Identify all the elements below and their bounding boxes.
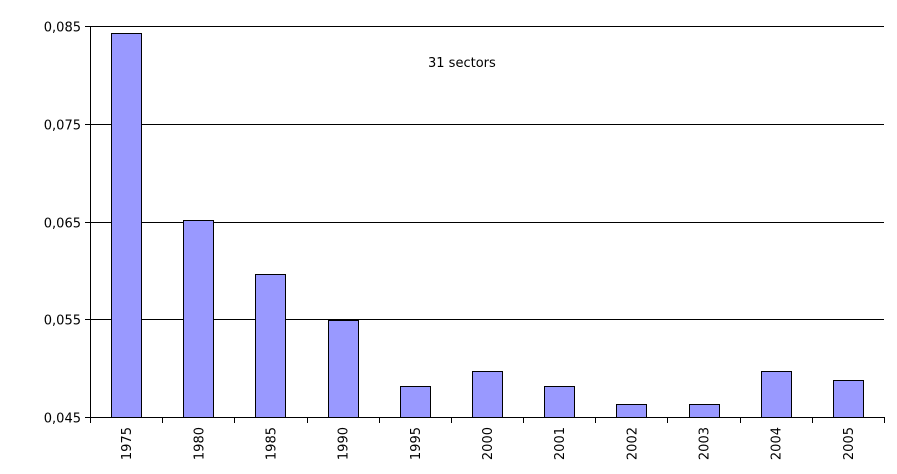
bar-1995 xyxy=(400,386,431,418)
x-tick-label-2000: 2000 xyxy=(481,427,496,460)
bar-2003 xyxy=(689,404,720,418)
y-tick-label: 0,085 xyxy=(44,21,81,36)
bar-1990 xyxy=(328,320,359,418)
gridlines xyxy=(90,26,884,320)
bar-1975 xyxy=(111,33,142,418)
x-tick-label-2003: 2003 xyxy=(698,427,713,460)
bar-2005 xyxy=(833,380,864,418)
bar-1980 xyxy=(183,220,214,418)
x-tick-label-1980: 1980 xyxy=(192,427,207,460)
x-tick-label-2005: 2005 xyxy=(842,427,857,460)
x-tick-label-1995: 1995 xyxy=(409,427,424,460)
bars xyxy=(111,33,864,418)
y-tick-labels: 0,045 0,055 0,065 0,075 0,085 xyxy=(44,21,90,427)
y-tick-label: 0,065 xyxy=(44,217,81,232)
bar-2001 xyxy=(544,386,575,418)
bar-2004 xyxy=(761,371,792,418)
bar-2000 xyxy=(472,371,503,418)
y-tick-label: 0,045 xyxy=(44,412,81,427)
axes xyxy=(90,26,885,418)
x-tick-label-1975: 1975 xyxy=(120,427,135,460)
x-tick-label-1985: 1985 xyxy=(264,427,279,460)
x-tick-labels: 1975 1980 1985 1990 1995 2000 2001 2002 2003 2004… xyxy=(90,417,885,460)
x-tick-label-2002: 2002 xyxy=(625,427,640,460)
bar-2002 xyxy=(616,404,647,418)
chart-annotation: 31 sectors xyxy=(428,56,496,71)
y-tick-label: 0,055 xyxy=(44,314,81,329)
y-tick-label: 0,075 xyxy=(44,119,81,134)
x-tick-label-1990: 1990 xyxy=(337,427,352,460)
x-tick-label-2004: 2004 xyxy=(770,427,785,460)
bar-1985 xyxy=(255,274,286,418)
x-tick-label-2001: 2001 xyxy=(553,427,568,460)
